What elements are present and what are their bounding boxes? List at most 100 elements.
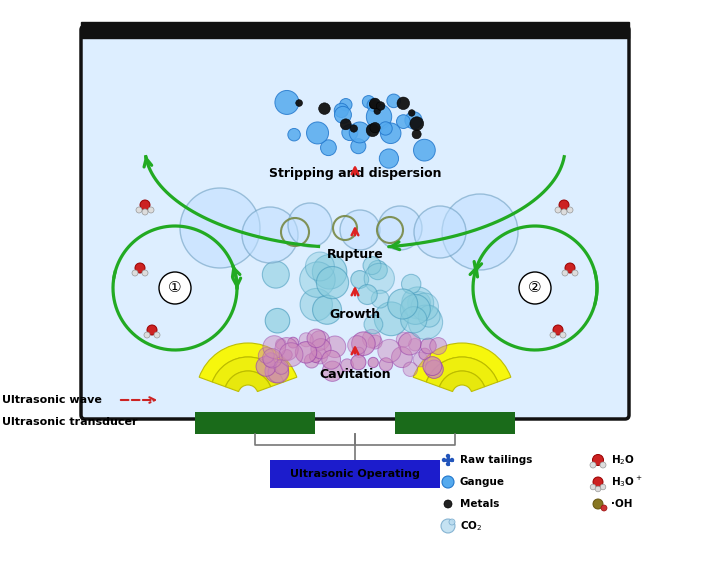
Circle shape bbox=[446, 462, 450, 466]
Text: Raw tailings: Raw tailings bbox=[460, 455, 532, 465]
Circle shape bbox=[242, 207, 298, 263]
FancyBboxPatch shape bbox=[81, 26, 629, 419]
Circle shape bbox=[450, 458, 454, 462]
Circle shape bbox=[352, 332, 375, 356]
Circle shape bbox=[408, 305, 442, 339]
Circle shape bbox=[391, 347, 413, 368]
Circle shape bbox=[601, 484, 605, 490]
Circle shape bbox=[379, 358, 393, 371]
Circle shape bbox=[559, 200, 569, 210]
Circle shape bbox=[519, 272, 551, 304]
FancyBboxPatch shape bbox=[395, 412, 515, 434]
Circle shape bbox=[446, 454, 450, 458]
Text: H$_3$O$^+$: H$_3$O$^+$ bbox=[611, 475, 642, 490]
Circle shape bbox=[442, 458, 446, 462]
Circle shape bbox=[423, 357, 442, 376]
Circle shape bbox=[310, 351, 322, 363]
Circle shape bbox=[279, 343, 303, 367]
Circle shape bbox=[296, 341, 317, 363]
Wedge shape bbox=[199, 343, 297, 382]
Circle shape bbox=[262, 261, 289, 288]
Circle shape bbox=[590, 484, 596, 490]
Circle shape bbox=[379, 122, 392, 135]
Text: Ultrasonic transducer: Ultrasonic transducer bbox=[2, 417, 138, 427]
Circle shape bbox=[405, 112, 422, 129]
Circle shape bbox=[351, 271, 369, 288]
Circle shape bbox=[367, 104, 391, 129]
Circle shape bbox=[418, 306, 440, 327]
Circle shape bbox=[562, 270, 568, 276]
Circle shape bbox=[276, 339, 286, 349]
Circle shape bbox=[419, 348, 430, 360]
Circle shape bbox=[274, 360, 289, 374]
Circle shape bbox=[320, 140, 336, 156]
Circle shape bbox=[600, 462, 606, 468]
Circle shape bbox=[366, 124, 379, 137]
Circle shape bbox=[262, 348, 282, 368]
Circle shape bbox=[593, 499, 603, 509]
Circle shape bbox=[411, 293, 438, 320]
Circle shape bbox=[296, 100, 303, 107]
Circle shape bbox=[316, 267, 349, 299]
Wedge shape bbox=[212, 357, 284, 387]
Circle shape bbox=[414, 206, 466, 258]
Circle shape bbox=[362, 329, 381, 348]
Circle shape bbox=[265, 360, 289, 383]
Circle shape bbox=[268, 362, 289, 383]
Circle shape bbox=[401, 307, 427, 333]
Circle shape bbox=[357, 284, 377, 304]
Circle shape bbox=[324, 336, 346, 357]
Circle shape bbox=[444, 500, 452, 508]
Circle shape bbox=[374, 108, 381, 115]
Text: Ultrasonic wave: Ultrasonic wave bbox=[2, 395, 102, 405]
Circle shape bbox=[381, 123, 401, 144]
Circle shape bbox=[412, 129, 421, 139]
Circle shape bbox=[136, 207, 142, 213]
Circle shape bbox=[318, 103, 330, 115]
Circle shape bbox=[313, 295, 342, 324]
Wedge shape bbox=[426, 357, 498, 387]
Circle shape bbox=[307, 329, 325, 348]
Circle shape bbox=[148, 207, 154, 213]
Circle shape bbox=[341, 359, 354, 372]
Circle shape bbox=[368, 357, 379, 368]
Circle shape bbox=[593, 454, 603, 466]
Circle shape bbox=[442, 194, 518, 270]
Circle shape bbox=[334, 103, 348, 117]
Circle shape bbox=[323, 361, 342, 381]
Circle shape bbox=[312, 348, 328, 364]
Circle shape bbox=[256, 356, 276, 376]
Circle shape bbox=[560, 332, 566, 338]
Circle shape bbox=[351, 139, 366, 154]
Circle shape bbox=[420, 338, 436, 354]
Circle shape bbox=[449, 519, 455, 525]
Circle shape bbox=[364, 263, 394, 294]
Circle shape bbox=[388, 289, 418, 319]
Circle shape bbox=[376, 101, 385, 110]
Circle shape bbox=[288, 203, 332, 247]
Text: ②: ② bbox=[528, 280, 542, 295]
Circle shape bbox=[310, 331, 330, 351]
Circle shape bbox=[144, 332, 150, 338]
Circle shape bbox=[311, 339, 331, 359]
Circle shape bbox=[362, 96, 375, 108]
Circle shape bbox=[590, 462, 596, 468]
Circle shape bbox=[275, 337, 298, 361]
Circle shape bbox=[370, 123, 380, 133]
Wedge shape bbox=[413, 343, 511, 382]
Circle shape bbox=[442, 476, 454, 488]
Text: Gangue: Gangue bbox=[460, 477, 505, 487]
Circle shape bbox=[408, 109, 415, 116]
Circle shape bbox=[372, 290, 389, 308]
Circle shape bbox=[275, 91, 299, 115]
Circle shape bbox=[369, 98, 380, 109]
Circle shape bbox=[401, 274, 421, 294]
Circle shape bbox=[565, 263, 575, 273]
Circle shape bbox=[313, 255, 347, 289]
Circle shape bbox=[550, 332, 556, 338]
Circle shape bbox=[396, 332, 411, 347]
Circle shape bbox=[368, 335, 382, 349]
Circle shape bbox=[593, 477, 603, 487]
Circle shape bbox=[425, 360, 443, 378]
Circle shape bbox=[397, 97, 410, 109]
